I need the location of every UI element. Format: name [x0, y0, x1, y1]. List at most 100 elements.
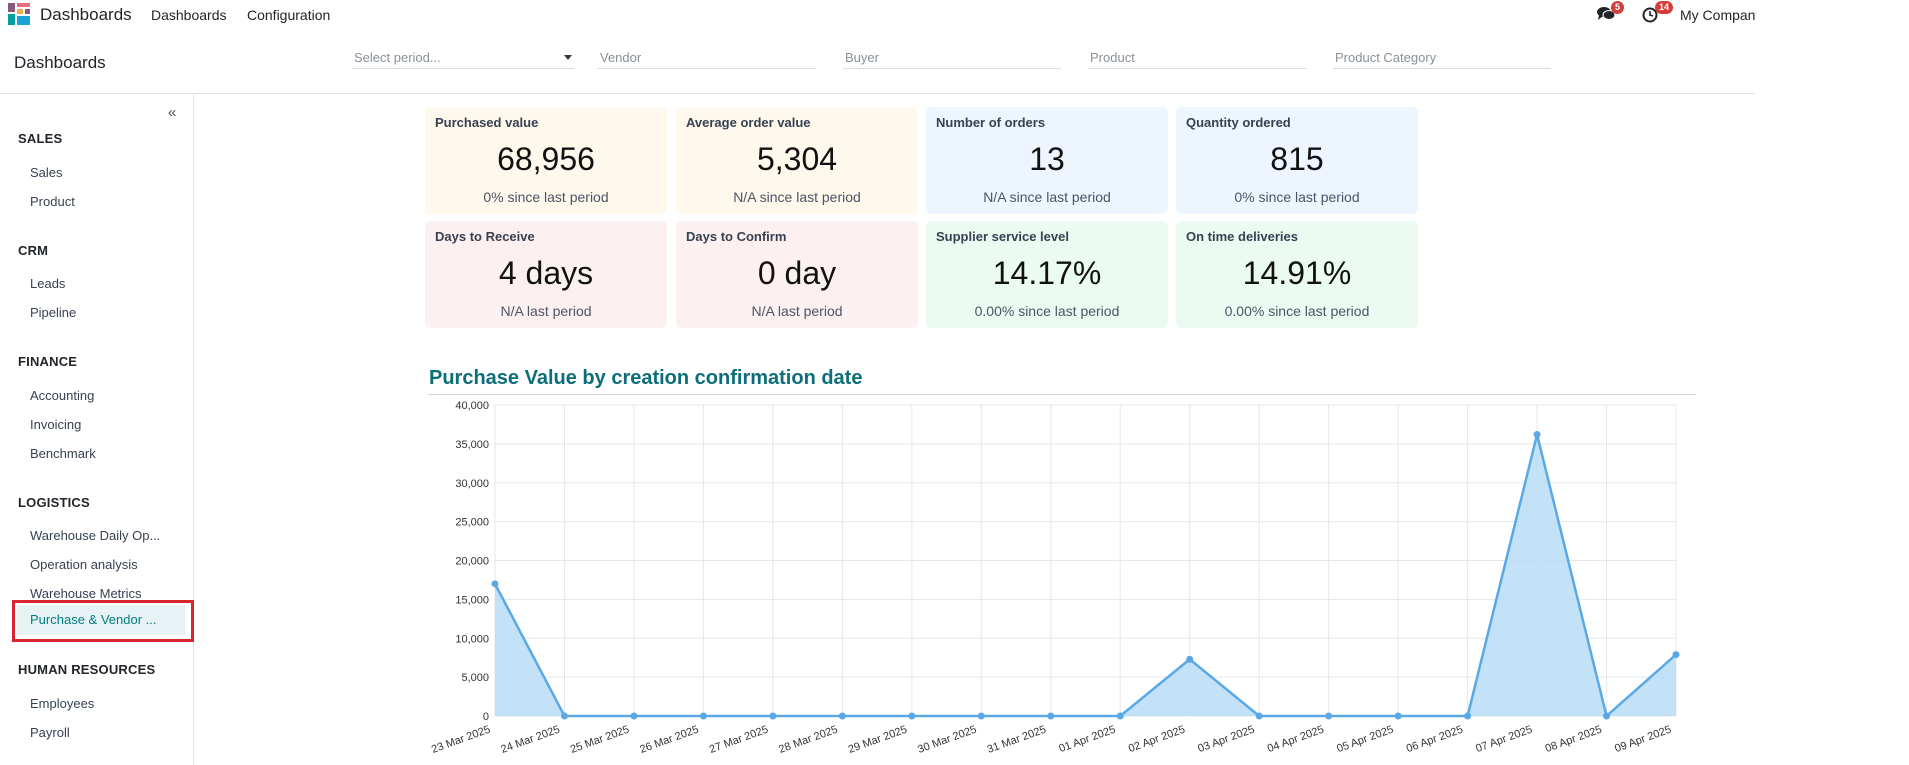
company-switcher[interactable]: My Company: [1680, 7, 1756, 23]
kpi-value: 0 day: [757, 255, 837, 291]
kpi-value: 13: [1029, 141, 1065, 177]
kpi-comparison: N/A last period: [500, 303, 592, 319]
buyer-filter-input[interactable]: Buyer: [843, 47, 1061, 69]
x-tick-label: 24 Mar 2025: [499, 724, 561, 756]
period-placeholder: Select period...: [354, 50, 441, 65]
kpi-title: Average order value: [686, 115, 811, 130]
collapse-sidebar-icon[interactable]: «: [168, 104, 177, 121]
kpi-comparison: 0.00% since last period: [1224, 303, 1370, 319]
data-point: [1255, 712, 1263, 720]
app-title[interactable]: Dashboards: [40, 5, 132, 24]
section-logistics: LOGISTICS: [18, 495, 90, 510]
section-crm: CRM: [18, 243, 49, 258]
dashboards-app-icon[interactable]: [8, 3, 30, 25]
activity-badge: 14: [1655, 1, 1674, 14]
highlight-annotation-box: [12, 600, 194, 642]
kpi-card-days-to-receive[interactable]: Days to Receive 4 days N/A last period: [425, 221, 667, 328]
x-tick-label: 02 Apr 2025: [1127, 724, 1187, 756]
kpi-card-on-time-deliveries[interactable]: On time deliveries 14.91% 0.00% since la…: [1176, 221, 1418, 328]
data-point: [630, 712, 638, 720]
data-point: [1116, 712, 1124, 720]
kpi-title: Days to Confirm: [686, 229, 787, 244]
y-tick-label: 30,000: [455, 478, 489, 490]
sidebar-item-warehouse-daily[interactable]: Warehouse Daily Op...: [30, 528, 161, 543]
chart-title-divider: [428, 394, 1696, 395]
caret-down-icon: [564, 55, 572, 60]
kpi-comparison: 0% since last period: [1234, 189, 1360, 205]
period-select[interactable]: Select period...: [352, 47, 574, 69]
section-sales: SALES: [18, 131, 63, 146]
control-panel: Dashboards Select period... Vendor Buyer…: [0, 29, 1755, 94]
x-tick-label: 09 Apr 2025: [1613, 724, 1673, 756]
product-category-filter-input[interactable]: Product Category: [1333, 47, 1551, 69]
sidebar-item-warehouse-metrics[interactable]: Warehouse Metrics: [30, 586, 142, 601]
sidebar-item-accounting[interactable]: Accounting: [30, 388, 95, 403]
x-tick-label: 06 Apr 2025: [1405, 724, 1465, 756]
kpi-comparison: N/A last period: [751, 303, 843, 319]
dashboard-sidebar: « SALES Sales Product CRM Leads Pipeline…: [0, 95, 194, 765]
kpi-card-number-of-orders[interactable]: Number of orders 13 N/A since last perio…: [926, 107, 1168, 214]
kpi-value: 14.91%: [1242, 255, 1352, 291]
x-tick-label: 07 Apr 2025: [1474, 724, 1534, 756]
sidebar-item-operation-analysis[interactable]: Operation analysis: [30, 557, 138, 572]
sidebar-item-product[interactable]: Product: [30, 194, 75, 209]
data-point: [1325, 712, 1333, 720]
product-filter-input[interactable]: Product: [1088, 47, 1306, 69]
page-title: Dashboards: [14, 53, 106, 72]
kpi-comparison: 0% since last period: [483, 189, 609, 205]
data-point: [1047, 712, 1055, 720]
top-navbar: Dashboards Dashboards Configuration 5 14…: [0, 0, 1756, 29]
nav-configuration[interactable]: Configuration: [247, 7, 331, 23]
kpi-comparison: N/A since last period: [983, 189, 1111, 205]
sidebar-item-benchmark[interactable]: Benchmark: [30, 446, 96, 461]
sidebar-item-invoicing[interactable]: Invoicing: [30, 417, 82, 432]
kpi-value: 4 days: [498, 255, 594, 291]
sidebar-item-leads[interactable]: Leads: [30, 276, 66, 291]
x-tick-label: 05 Apr 2025: [1335, 724, 1395, 756]
kpi-title: Days to Receive: [435, 229, 535, 244]
area-fill: [495, 434, 1676, 716]
x-tick-label: 08 Apr 2025: [1544, 724, 1604, 756]
kpi-card-average-order-value[interactable]: Average order value 5,304 N/A since last…: [676, 107, 918, 214]
sidebar-item-sales[interactable]: Sales: [30, 165, 63, 180]
section-finance: FINANCE: [18, 354, 78, 369]
x-tick-label: 27 Mar 2025: [708, 724, 770, 756]
clock-icon: [1642, 7, 1658, 23]
kpi-card-purchased-value[interactable]: Purchased value 68,956 0% since last per…: [425, 107, 667, 214]
y-tick-label: 0: [483, 711, 489, 723]
sidebar-item-payroll[interactable]: Payroll: [30, 725, 70, 740]
x-tick-label: 25 Mar 2025: [569, 724, 631, 756]
section-human-resources: HUMAN RESOURCES: [18, 662, 156, 677]
y-tick-label: 40,000: [455, 400, 489, 412]
kpi-title: Supplier service level: [936, 229, 1069, 244]
x-tick-label: 04 Apr 2025: [1266, 724, 1326, 756]
kpi-card-quantity-ordered[interactable]: Quantity ordered 815 0% since last perio…: [1176, 107, 1418, 214]
x-tick-label: 31 Mar 2025: [986, 724, 1048, 756]
kpi-title: Purchased value: [435, 115, 539, 130]
x-tick-label: 23 Mar 2025: [430, 724, 492, 756]
kpi-comparison: 0.00% since last period: [974, 303, 1120, 319]
x-tick-label: 01 Apr 2025: [1057, 724, 1117, 756]
kpi-title: Quantity ordered: [1186, 115, 1291, 130]
purchase-value-chart[interactable]: 0 5,000 10,000 15,000 20,000 25,000 30,000 35,0…: [420, 396, 1690, 765]
kpi-value: 815: [1270, 141, 1324, 177]
messages-button[interactable]: 5: [1596, 0, 1626, 29]
sidebar-item-employees[interactable]: Employees: [30, 696, 95, 711]
nav-dashboards[interactable]: Dashboards: [151, 7, 227, 23]
kpi-card-days-to-confirm[interactable]: Days to Confirm 0 day N/A last period: [676, 221, 918, 328]
y-tick-label: 10,000: [455, 633, 489, 645]
sidebar-item-pipeline[interactable]: Pipeline: [30, 305, 77, 320]
data-point: [1672, 651, 1680, 659]
data-point: [908, 712, 916, 720]
kpi-title: Number of orders: [936, 115, 1046, 130]
sidebar-item-purchase-vendor[interactable]: Purchase & Vendor ...: [17, 605, 185, 635]
series-line: [493, 434, 1677, 719]
y-tick-label: 25,000: [455, 517, 489, 529]
x-tick-label: 30 Mar 2025: [916, 724, 978, 756]
data-point: [1533, 431, 1541, 439]
data-point: [560, 712, 568, 720]
activity-button[interactable]: 14: [1641, 0, 1675, 29]
kpi-card-supplier-service-level[interactable]: Supplier service level 14.17% 0.00% sinc…: [926, 221, 1168, 328]
vendor-filter-input[interactable]: Vendor: [598, 47, 816, 69]
y-tick-label: 15,000: [455, 594, 489, 606]
